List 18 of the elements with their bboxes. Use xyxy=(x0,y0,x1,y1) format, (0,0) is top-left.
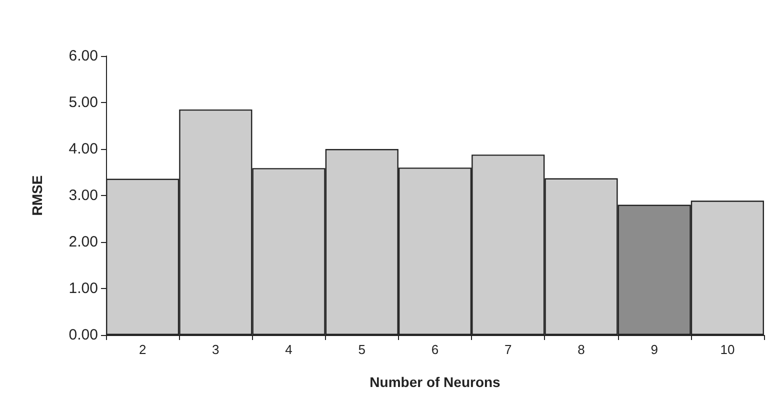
x-tick-label: 6 xyxy=(431,342,439,357)
y-tick-label: 2.00 xyxy=(68,234,98,250)
y-tick-label: 4.00 xyxy=(68,140,98,158)
x-tick-label: 4 xyxy=(285,342,292,357)
x-axis-title: Number of Neurons xyxy=(370,374,501,390)
x-tick-label: 10 xyxy=(720,342,735,357)
y-tick-label: 0.00 xyxy=(68,326,98,344)
x-tick-label: 9 xyxy=(650,342,658,357)
x-tick-label: 7 xyxy=(504,342,512,357)
x-tick-label: 5 xyxy=(358,342,366,357)
x-tick-label: 8 xyxy=(578,342,585,357)
y-tick-label: 5.00 xyxy=(68,94,98,111)
x-tick-label: 2 xyxy=(138,342,146,357)
x-tick-label: 3 xyxy=(212,342,220,357)
y-axis-title: RMSE xyxy=(29,175,45,216)
y-tick-label: 1.00 xyxy=(68,280,98,297)
y-tick-label: 6.00 xyxy=(68,48,98,64)
y-tick-label: 3.00 xyxy=(68,187,98,204)
